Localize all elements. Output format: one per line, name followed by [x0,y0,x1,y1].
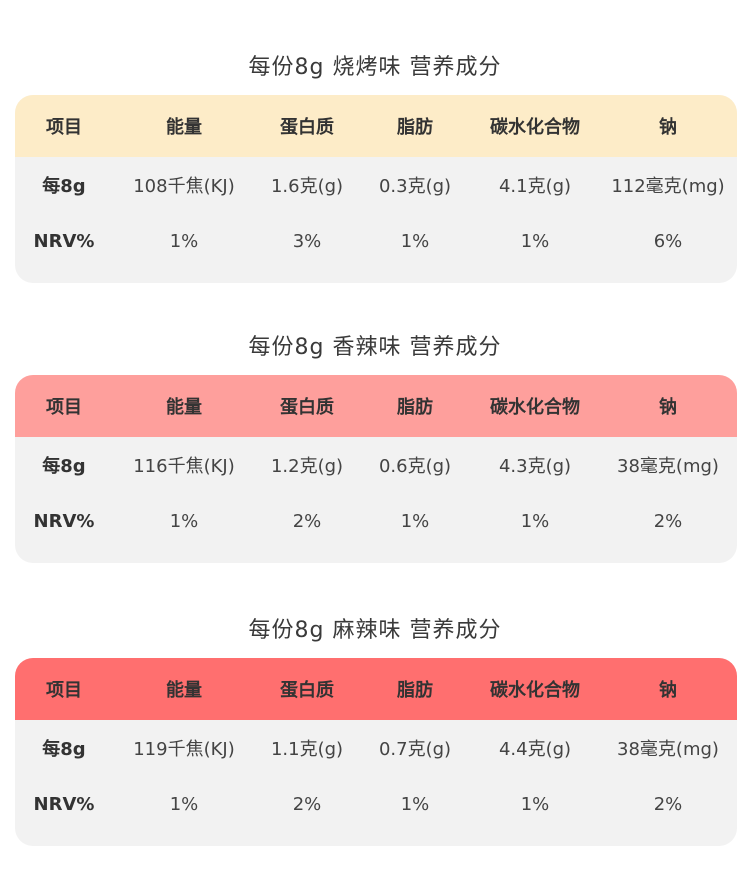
energy-nrv: 1% [169,793,199,815]
header-sodium: 钠 [659,397,677,418]
header-energy: 能量 [166,680,202,701]
energy-value: 108千焦(KJ) [133,176,235,197]
table-row: 每8g 108千焦(KJ) 1.6克(g) 0.3克(g) 4.1克(g) 11… [15,157,737,213]
energy-value: 119千焦(KJ) [133,739,235,760]
header-fat: 脂肪 [397,680,433,701]
table-header-row: 项目 能量 蛋白质 脂肪 碳水化合物 钠 [15,375,737,437]
nutrition-table-spicy: 项目 能量 蛋白质 脂肪 碳水化合物 钠 每8g 116千焦(KJ) 1.2克(… [15,375,737,563]
sodium-nrv: 2% [653,793,683,815]
header-energy: 能量 [166,397,202,418]
table-row: 每8g 119千焦(KJ) 1.1克(g) 0.7克(g) 4.4克(g) 38… [15,720,737,776]
table-header-row: 项目 能量 蛋白质 脂肪 碳水化合物 钠 [15,658,737,720]
header-sodium: 钠 [659,117,677,138]
table-row: 每8g 116千焦(KJ) 1.2克(g) 0.6克(g) 4.3克(g) 38… [15,437,737,493]
energy-value: 116千焦(KJ) [133,456,235,477]
fat-value: 0.7克(g) [378,739,452,760]
sodium-value: 38毫克(mg) [617,456,719,477]
header-item: 项目 [46,397,82,418]
section-title: 每份8g 烧烤味 营养成分 [248,55,502,80]
header-carbohydrate: 碳水化合物 [490,680,580,701]
header-item: 项目 [46,117,82,138]
row-label: 每8g [42,456,86,477]
carbohydrate-nrv: 1% [520,230,550,252]
energy-nrv: 1% [169,230,199,252]
section-title: 每份8g 麻辣味 营养成分 [248,618,502,643]
table-row: NRV% 1% 2% 1% 1% 2% [15,493,737,549]
sodium-nrv: 2% [653,510,683,532]
table-row: NRV% 1% 2% 1% 1% 2% [15,776,737,832]
protein-nrv: 3% [292,230,322,252]
header-item: 项目 [46,680,82,701]
header-carbohydrate: 碳水化合物 [490,397,580,418]
table-row: NRV% 1% 3% 1% 1% 6% [15,213,737,269]
header-protein: 蛋白质 [280,117,334,138]
header-energy: 能量 [166,117,202,138]
row-label: NRV% [33,510,95,532]
sodium-nrv: 6% [653,230,683,252]
table-header-row: 项目 能量 蛋白质 脂肪 碳水化合物 钠 [15,95,737,157]
header-sodium: 钠 [659,680,677,701]
protein-value: 1.6克(g) [270,176,344,197]
carbohydrate-nrv: 1% [520,793,550,815]
row-label: 每8g [42,739,86,760]
nutrition-section-mala: 每份8g 麻辣味 营养成分 [0,613,750,649]
nutrition-table-mala: 项目 能量 蛋白质 脂肪 碳水化合物 钠 每8g 119千焦(KJ) 1.1克(… [15,658,737,846]
nutrition-table-bbq: 项目 能量 蛋白质 脂肪 碳水化合物 钠 每8g 108千焦(KJ) 1.6克(… [15,95,737,283]
header-protein: 蛋白质 [280,680,334,701]
protein-nrv: 2% [292,793,322,815]
row-label: NRV% [33,793,95,815]
energy-nrv: 1% [169,510,199,532]
header-carbohydrate: 碳水化合物 [490,117,580,138]
row-label: NRV% [33,230,95,252]
protein-value: 1.1克(g) [270,739,344,760]
header-fat: 脂肪 [397,117,433,138]
fat-value: 0.3克(g) [378,176,452,197]
section-title: 每份8g 香辣味 营养成分 [248,335,502,360]
sodium-value: 38毫克(mg) [617,739,719,760]
header-protein: 蛋白质 [280,397,334,418]
nutrition-section-bbq: 每份8g 烧烤味 营养成分 [0,50,750,86]
protein-value: 1.2克(g) [270,456,344,477]
carbohydrate-value: 4.1克(g) [498,176,572,197]
carbohydrate-value: 4.4克(g) [498,739,572,760]
sodium-value: 112毫克(mg) [611,176,725,197]
carbohydrate-value: 4.3克(g) [498,456,572,477]
row-label: 每8g [42,176,86,197]
protein-nrv: 2% [292,510,322,532]
fat-nrv: 1% [400,793,430,815]
carbohydrate-nrv: 1% [520,510,550,532]
fat-nrv: 1% [400,510,430,532]
nutrition-section-spicy: 每份8g 香辣味 营养成分 [0,330,750,366]
fat-nrv: 1% [400,230,430,252]
header-fat: 脂肪 [397,397,433,418]
fat-value: 0.6克(g) [378,456,452,477]
